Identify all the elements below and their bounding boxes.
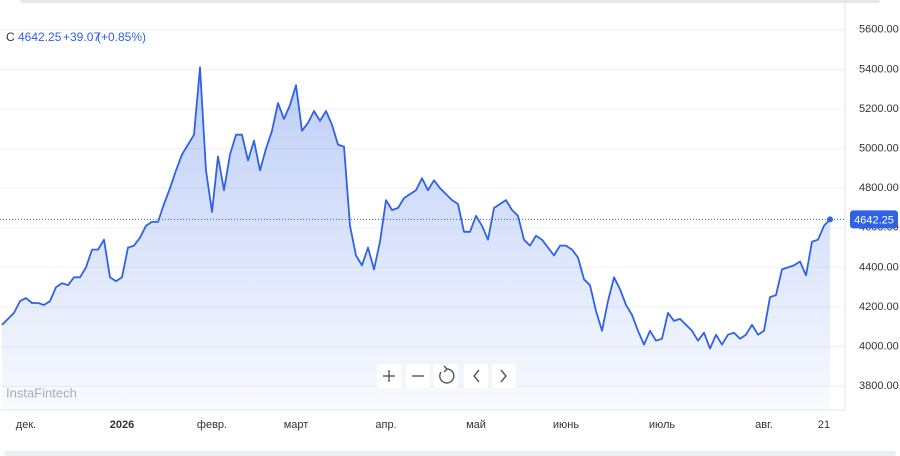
last-price: 4642.25 bbox=[18, 30, 62, 44]
area-fill bbox=[2, 67, 830, 411]
x-tick-label: дек. bbox=[16, 419, 36, 431]
y-tick-label: 4200.00 bbox=[859, 301, 899, 313]
zoom-in-button[interactable] bbox=[377, 364, 401, 388]
bottom-bar bbox=[4, 451, 896, 456]
price-change-pct: (+0.85%) bbox=[97, 30, 146, 44]
y-tick-label: 5600.00 bbox=[859, 24, 899, 36]
plot bbox=[0, 66, 845, 411]
last-price-box bbox=[850, 210, 898, 229]
watermark: InstaFintech bbox=[6, 385, 77, 400]
x-tick-label: 2026 bbox=[110, 419, 134, 431]
price-change: +39.07 bbox=[63, 30, 100, 44]
scroll-left-button[interactable] bbox=[464, 364, 488, 388]
toolbar bbox=[377, 364, 516, 388]
x-tick-label: июнь bbox=[553, 419, 579, 431]
x-tick-label: февр. bbox=[197, 419, 227, 431]
x-tick-label: апр. bbox=[375, 419, 396, 431]
last-point bbox=[827, 216, 833, 223]
top-bar bbox=[20, 0, 880, 3]
y-tick-label: 4000.00 bbox=[859, 341, 899, 353]
y-tick-label: 5400.00 bbox=[859, 63, 899, 75]
x-tick-label: май bbox=[466, 419, 486, 431]
y-tick-label: 4800.00 bbox=[859, 182, 899, 194]
y-tick-label: 3800.00 bbox=[859, 380, 899, 392]
zoom-out-button[interactable] bbox=[406, 364, 430, 388]
symbol: C bbox=[6, 30, 15, 44]
y-tick-label: 5200.00 bbox=[859, 103, 899, 115]
y-tick-label: 5000.00 bbox=[859, 143, 899, 155]
y-tick-label: 4400.00 bbox=[859, 261, 899, 273]
x-tick-label: 21 bbox=[818, 419, 830, 431]
reset-button[interactable] bbox=[434, 364, 458, 388]
axes: 3800.004000.004200.004400.004600.004800.… bbox=[16, 24, 899, 431]
x-tick-label: авг. bbox=[755, 419, 773, 431]
last-price-label: 4642.25 bbox=[854, 214, 894, 226]
x-tick-label: март bbox=[284, 419, 309, 431]
x-tick-label: июль bbox=[649, 419, 676, 431]
price-line bbox=[1, 66, 831, 350]
scroll-right-button[interactable] bbox=[492, 364, 516, 388]
